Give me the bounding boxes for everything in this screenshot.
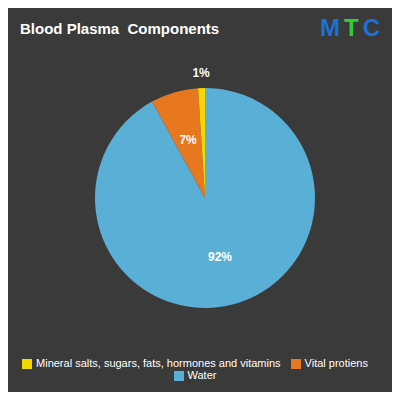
html-text:Vital protiens: Vital protiens <box>304 356 368 369</box>
html-text:M T C: M T C <box>320 14 380 41</box>
html-text:Blood Plasma Components: Blood Plasma Components <box>20 19 220 37</box>
svg-text:1%: 1% <box>192 66 210 80</box>
html-text:Mineral salts, sugars, fats, h: Mineral salts, sugars, fats, hormones an… <box>36 356 281 369</box>
svg-text:92%: 92% <box>208 250 232 264</box>
svg-text:7%: 7% <box>179 133 197 147</box>
html-text:Water: Water <box>187 368 217 381</box>
